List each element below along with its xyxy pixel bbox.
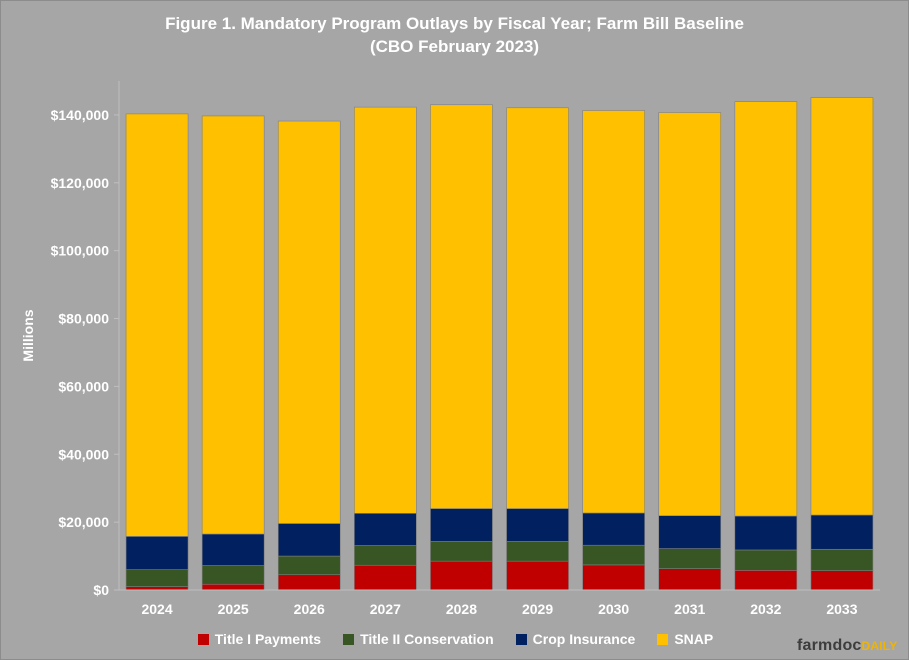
x-tick-label: 2033 bbox=[826, 601, 857, 617]
chart-title-line1: Figure 1. Mandatory Program Outlays by F… bbox=[165, 14, 744, 33]
bar-title-ii-conservation-2025 bbox=[201, 565, 265, 585]
y-tick-label: $60,000 bbox=[58, 378, 109, 394]
bar-title-i-payments-2032 bbox=[734, 570, 798, 591]
bar-snap-2033 bbox=[810, 97, 874, 516]
bar-title-ii-conservation-2027 bbox=[354, 545, 417, 566]
x-tick-label: 2029 bbox=[522, 601, 553, 617]
bar-crop-insurance-2024 bbox=[125, 536, 189, 570]
bar-crop-insurance-2025 bbox=[201, 533, 265, 566]
x-tick-label: 2025 bbox=[218, 601, 249, 617]
bar-snap-2024 bbox=[125, 113, 189, 537]
bar-title-ii-conservation-2030 bbox=[582, 544, 645, 566]
y-tick-label: $120,000 bbox=[51, 175, 110, 191]
x-tick-label: 2027 bbox=[370, 601, 401, 617]
legend-item-title-i-payments: Title I Payments bbox=[197, 631, 322, 647]
bar-snap-2027 bbox=[354, 106, 417, 514]
bar-title-i-payments-2024 bbox=[125, 586, 189, 591]
bar-title-ii-conservation-2026 bbox=[277, 555, 341, 576]
bar-crop-insurance-2029 bbox=[506, 508, 569, 542]
bar-snap-2028 bbox=[430, 104, 493, 509]
bar-snap-2032 bbox=[734, 101, 798, 517]
bar-snap-2026 bbox=[277, 120, 341, 524]
y-tick-label: $100,000 bbox=[51, 243, 110, 259]
bar-title-i-payments-2026 bbox=[277, 574, 341, 591]
bar-title-ii-conservation-2024 bbox=[125, 569, 189, 587]
x-tick-label: 2030 bbox=[598, 601, 629, 617]
x-tick-label: 2031 bbox=[674, 601, 705, 617]
bar-title-i-payments-2033 bbox=[810, 570, 874, 591]
bar-title-i-payments-2029 bbox=[506, 560, 569, 591]
bar-title-i-payments-2025 bbox=[201, 583, 265, 591]
chart-title-line2: (CBO February 2023) bbox=[369, 37, 540, 56]
bar-crop-insurance-2031 bbox=[658, 515, 722, 549]
legend-swatch bbox=[515, 633, 527, 645]
legend-label: SNAP bbox=[674, 631, 714, 647]
y-tick-label: $40,000 bbox=[58, 446, 109, 462]
bar-title-ii-conservation-2028 bbox=[430, 541, 493, 562]
legend-swatch bbox=[197, 633, 209, 645]
x-tick-label: 2024 bbox=[141, 601, 172, 617]
bar-title-i-payments-2031 bbox=[658, 568, 722, 591]
x-tick-label: 2028 bbox=[446, 601, 477, 617]
bar-snap-2030 bbox=[582, 110, 645, 514]
bar-crop-insurance-2028 bbox=[430, 508, 493, 542]
legend-item-crop-insurance: Crop Insurance bbox=[515, 631, 636, 647]
bar-snap-2031 bbox=[658, 112, 722, 516]
bar-title-ii-conservation-2029 bbox=[506, 541, 569, 562]
legend-swatch bbox=[343, 633, 355, 645]
y-tick-label: $20,000 bbox=[58, 514, 109, 530]
y-tick-label: $80,000 bbox=[58, 311, 109, 327]
y-tick-label: $140,000 bbox=[51, 107, 110, 123]
legend-label: Crop Insurance bbox=[532, 631, 636, 647]
x-tick-label: 2026 bbox=[294, 601, 325, 617]
bar-snap-2029 bbox=[506, 107, 569, 509]
bar-crop-insurance-2030 bbox=[582, 512, 645, 546]
y-axis-label: Millions bbox=[20, 309, 36, 361]
x-tick-label: 2032 bbox=[750, 601, 781, 617]
bar-crop-insurance-2032 bbox=[734, 515, 798, 551]
chart-title: Figure 1. Mandatory Program Outlays by F… bbox=[1, 12, 908, 58]
legend-item-snap: SNAP bbox=[657, 631, 713, 647]
plot-area: $0 $20,000 $40,000 $60,000 $80,000 $100,000 $1… bbox=[20, 81, 880, 617]
bar-title-i-payments-2028 bbox=[430, 560, 493, 591]
y-tick-label: $0 bbox=[93, 582, 109, 598]
legend-label: Title II Conservation bbox=[360, 631, 494, 647]
legend-label: Title I Payments bbox=[214, 631, 322, 647]
bar-title-ii-conservation-2033 bbox=[810, 548, 874, 571]
bar-crop-insurance-2026 bbox=[277, 523, 341, 557]
bar-crop-insurance-2027 bbox=[354, 513, 417, 546]
legend-item-title-ii-conservation: Title II Conservation bbox=[343, 631, 494, 647]
legend: Title I Payments Title II Conservation Cro… bbox=[1, 628, 908, 650]
legend-swatch bbox=[657, 633, 669, 645]
bar-title-i-payments-2027 bbox=[354, 564, 417, 591]
farmdoc-daily-logo: farmdocDAILY bbox=[797, 637, 898, 654]
bar-title-ii-conservation-2032 bbox=[734, 549, 798, 571]
bar-crop-insurance-2033 bbox=[810, 514, 874, 550]
bar-snap-2025 bbox=[201, 115, 265, 535]
bar-title-ii-conservation-2031 bbox=[658, 548, 722, 569]
bar-title-i-payments-2030 bbox=[582, 564, 645, 591]
